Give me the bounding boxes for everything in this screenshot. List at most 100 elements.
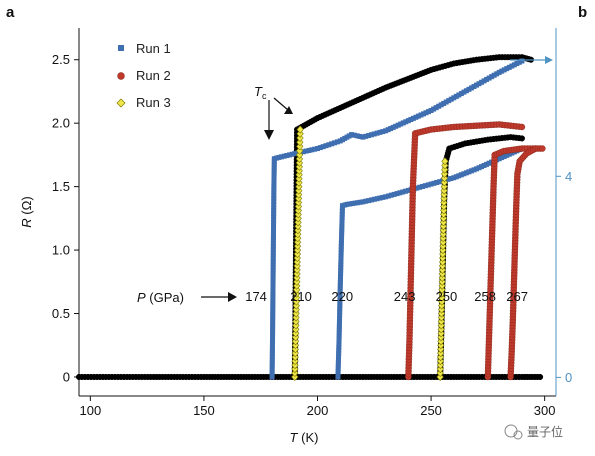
run-3-point <box>296 138 304 147</box>
run-1-point <box>306 147 312 153</box>
run-1-point <box>448 176 454 182</box>
run-2-point <box>539 145 546 152</box>
run-1-point <box>270 264 276 270</box>
run-1-point <box>271 164 277 170</box>
run-1-point <box>284 153 290 159</box>
run-1-point <box>295 150 301 156</box>
pressure-value-label: 220 <box>331 289 353 304</box>
run-1-point <box>270 288 276 294</box>
run-1-point <box>428 181 434 187</box>
run-3-point <box>292 321 300 330</box>
run-1-point <box>335 371 341 377</box>
run-1-point <box>269 342 275 348</box>
run-3-point <box>441 157 449 166</box>
run-1-point <box>380 194 386 200</box>
run-1-point <box>422 183 428 189</box>
run-1-points <box>269 58 525 380</box>
run-1-point <box>468 168 474 174</box>
run-1-point <box>366 133 372 139</box>
pressure-value-label: 258 <box>474 289 496 304</box>
y-tick-label: 1.5 <box>52 179 70 194</box>
run-1-point <box>413 114 419 120</box>
run-1-point <box>383 194 389 200</box>
run-1-point <box>351 132 357 138</box>
run-1-point <box>363 198 369 204</box>
tc-arrow-head <box>264 130 274 140</box>
run-1-point <box>271 208 277 214</box>
run-1-point <box>486 75 492 81</box>
pressure-value-label: 250 <box>436 289 458 304</box>
run-1-point <box>509 63 515 69</box>
run-1-point <box>479 79 485 85</box>
run-1-point <box>414 185 420 191</box>
run-1-point <box>425 182 431 188</box>
run-1-point <box>377 195 383 201</box>
run-1-point <box>271 199 277 205</box>
run-1-point <box>270 276 276 282</box>
run-1-point <box>292 151 298 157</box>
run-1-point <box>338 238 344 244</box>
run-3-point <box>440 169 449 178</box>
run-1-point <box>496 69 502 75</box>
run-3-point <box>295 150 304 159</box>
run-1-point <box>426 109 432 115</box>
run-3-point <box>292 309 300 318</box>
run-1-point <box>336 333 342 339</box>
run-1-point <box>337 279 343 285</box>
run-1-point <box>270 240 276 246</box>
run-1-point <box>468 85 474 91</box>
run-1-point <box>368 197 374 203</box>
run-1-point <box>270 243 276 249</box>
run-1-point <box>338 244 344 250</box>
run-3-point <box>292 313 300 322</box>
run-1-point <box>270 261 276 267</box>
run-1-point <box>403 188 409 194</box>
run-3-point <box>291 345 299 354</box>
run-1-point <box>336 336 342 342</box>
run-1-point <box>456 173 462 179</box>
run-1-point <box>501 153 507 159</box>
run-1-point <box>474 166 479 172</box>
run-1-point <box>270 327 276 333</box>
run-1-point <box>374 130 380 136</box>
pressure-value-label: 243 <box>394 289 416 304</box>
run-1-point <box>496 156 502 162</box>
run-1-point <box>337 312 343 318</box>
x-tick-label: 250 <box>420 403 442 418</box>
run-1-point <box>420 183 426 189</box>
run-1-point <box>441 100 447 106</box>
x-tick-label: 300 <box>534 403 556 418</box>
run-1-point <box>453 93 459 99</box>
run-1-point <box>336 351 342 357</box>
run-1-point <box>269 365 275 371</box>
run-1-point <box>421 111 426 117</box>
run-1-point <box>270 237 276 243</box>
run-1-point <box>338 256 344 262</box>
legend-label-run-2: Run 2 <box>136 68 171 83</box>
run-1-point <box>466 86 472 92</box>
run-1-point <box>354 133 360 139</box>
pressure-unit: (GPa) <box>149 290 184 305</box>
run-1-point <box>270 315 276 321</box>
run-1-point <box>270 258 276 264</box>
run-1-point <box>332 140 338 146</box>
run-1-point <box>410 115 416 121</box>
run-1-point <box>491 72 497 78</box>
run-1-point <box>397 190 403 196</box>
run-1-point <box>276 154 282 160</box>
run-1-point <box>270 279 276 285</box>
run-1-point <box>270 330 276 336</box>
run-3-point <box>292 293 301 302</box>
run-1-point <box>271 202 277 208</box>
pressure-arrow-head <box>228 292 237 302</box>
run-3-point <box>441 161 449 170</box>
run-1-point <box>337 303 343 309</box>
run-1-point <box>336 353 342 359</box>
run-1-point <box>270 318 276 324</box>
run-1-point <box>400 120 406 126</box>
run-1-point <box>326 142 332 148</box>
run-1-point <box>270 306 276 312</box>
run-1-point <box>338 264 344 270</box>
run-1-point <box>335 359 341 365</box>
svg-text:Tc: Tc <box>254 84 267 101</box>
